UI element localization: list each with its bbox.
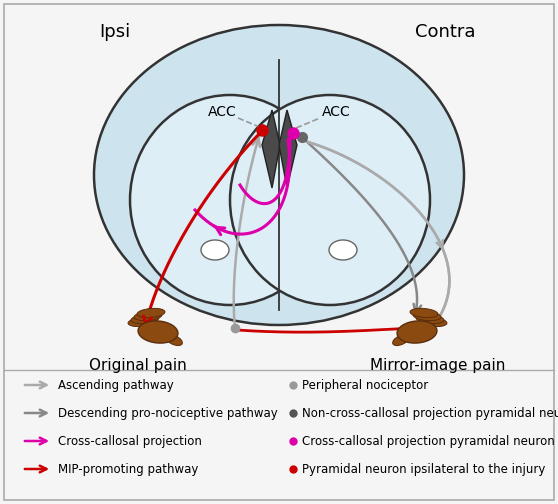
Text: Descending pro-nociceptive pathway: Descending pro-nociceptive pathway [58, 407, 278, 419]
Ellipse shape [131, 314, 159, 324]
Ellipse shape [137, 308, 165, 318]
Text: Cross-callosal projection pyramidal neuron: Cross-callosal projection pyramidal neur… [302, 434, 555, 448]
Text: ACC: ACC [208, 105, 237, 119]
Text: Ascending pathway: Ascending pathway [58, 379, 174, 392]
Ellipse shape [128, 318, 156, 327]
Text: Ipsi: Ipsi [99, 23, 131, 41]
Ellipse shape [410, 308, 438, 318]
Text: MIP-promoting pathway: MIP-promoting pathway [58, 463, 199, 475]
Ellipse shape [413, 311, 441, 321]
Text: ACC: ACC [321, 105, 350, 119]
Text: Original pain: Original pain [89, 358, 187, 373]
Text: Cross-callosal projection: Cross-callosal projection [58, 434, 202, 448]
Polygon shape [279, 110, 297, 188]
Ellipse shape [94, 25, 464, 325]
Text: Pyramidal neuron ipsilateral to the injury: Pyramidal neuron ipsilateral to the inju… [302, 463, 545, 475]
Ellipse shape [393, 335, 410, 346]
Text: Non-cross-callosal projection pyramidal neuron: Non-cross-callosal projection pyramidal … [302, 407, 558, 419]
Ellipse shape [130, 95, 330, 305]
Text: Mirror-image pain: Mirror-image pain [371, 358, 506, 373]
Ellipse shape [230, 95, 430, 305]
Ellipse shape [134, 311, 162, 321]
Ellipse shape [201, 240, 229, 260]
Ellipse shape [138, 321, 178, 343]
Polygon shape [262, 110, 280, 188]
Ellipse shape [166, 335, 182, 346]
Ellipse shape [397, 321, 437, 343]
Ellipse shape [329, 240, 357, 260]
Text: Contra: Contra [415, 23, 475, 41]
Text: Peripheral nociceptor: Peripheral nociceptor [302, 379, 428, 392]
Ellipse shape [416, 314, 444, 324]
Ellipse shape [419, 318, 447, 327]
